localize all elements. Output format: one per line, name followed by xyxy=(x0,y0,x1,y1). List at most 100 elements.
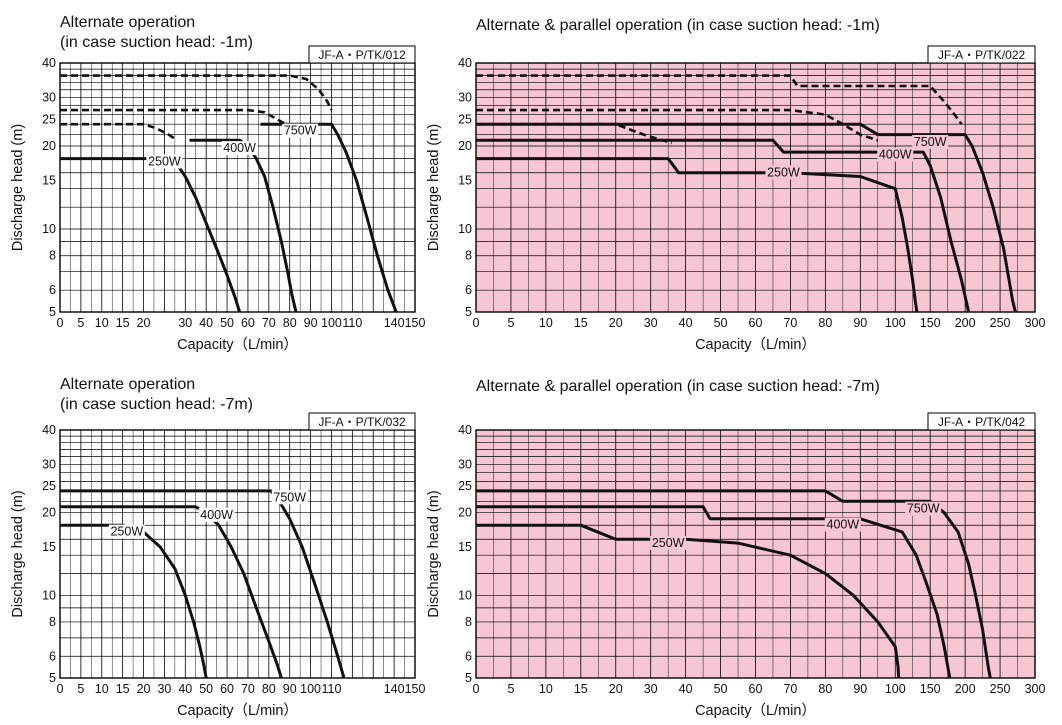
curve-label-background xyxy=(650,535,687,550)
curve-label-750W: 750W xyxy=(914,135,947,149)
curve-label-250W: 250W xyxy=(110,525,143,539)
curve-label-750W: 750W xyxy=(273,490,306,504)
y-tick-label: 6 xyxy=(49,283,56,297)
x-tick-label: 110 xyxy=(342,316,362,330)
x-tick-label: 80 xyxy=(818,316,832,330)
y-tick-label: 5 xyxy=(49,305,56,319)
curve-label-background xyxy=(271,490,308,505)
x-tick-label: 90 xyxy=(304,316,318,330)
x-tick-label: 100 xyxy=(321,316,342,330)
curve-label-background xyxy=(905,501,942,516)
curve-250W xyxy=(476,523,901,679)
curve-750W xyxy=(260,122,398,313)
x-tick-label: 110 xyxy=(322,682,342,696)
x-tick-label: 30 xyxy=(157,682,171,696)
dashed-curve xyxy=(476,74,963,125)
y-tick-label: 20 xyxy=(42,506,56,520)
dashed-curve xyxy=(60,74,333,111)
chart-code: JF-A・P/TK/022 xyxy=(938,48,1026,62)
plot-frame xyxy=(59,62,416,313)
x-tick-label: 250 xyxy=(990,316,1011,330)
x-tick-label: 20 xyxy=(609,316,623,330)
x-tick-label: 150 xyxy=(405,316,426,330)
x-tick-label: 50 xyxy=(220,316,234,330)
curve-label-background xyxy=(108,524,145,539)
x-tick-label: 80 xyxy=(818,682,832,696)
x-tick-label: 30 xyxy=(644,682,658,696)
x-tick-label: 20 xyxy=(137,682,151,696)
chart-title: Alternate & parallel operation (in case … xyxy=(476,17,880,34)
x-tick-label: 40 xyxy=(178,682,192,696)
x-tick-label: 15 xyxy=(574,316,588,330)
plot-frame xyxy=(475,62,1036,313)
curve-label-750W: 750W xyxy=(284,124,317,138)
dashed-curve xyxy=(476,122,672,145)
y-tick-label: 40 xyxy=(42,56,56,70)
curve-label-400W: 400W xyxy=(200,508,233,522)
curve-label-400W: 400W xyxy=(879,148,912,162)
x-tick-label: 70 xyxy=(783,682,797,696)
x-tick-label: 90 xyxy=(853,682,867,696)
x-tick-label: 30 xyxy=(644,316,658,330)
x-tick-label: 30 xyxy=(178,316,192,330)
x-tick-label: 60 xyxy=(749,682,763,696)
y-tick-label: 8 xyxy=(49,615,56,629)
y-tick-label: 30 xyxy=(42,457,56,471)
x-tick-label: 10 xyxy=(539,316,553,330)
y-tick-label: 20 xyxy=(458,506,472,520)
plot-frame xyxy=(59,429,416,679)
chart-code: JF-A・P/TK/042 xyxy=(938,415,1026,429)
x-tick-label: 50 xyxy=(199,682,213,696)
x-axis-label: Capacity（L/min） xyxy=(695,702,816,719)
y-tick-label: 30 xyxy=(458,90,472,104)
x-tick-label: 80 xyxy=(283,316,297,330)
y-tick-label: 5 xyxy=(465,305,472,319)
chart-4: 0 5 10 15 20 30 40 50 60 70 80 90 100 150 200 250 300568… xyxy=(426,378,1045,719)
x-tick-label: 10 xyxy=(539,682,553,696)
x-tick-label: 150 xyxy=(920,682,941,696)
x-tick-label: 60 xyxy=(749,316,763,330)
curve-label-400W: 400W xyxy=(223,141,256,155)
curve-label-background xyxy=(198,507,235,522)
curve-label-background xyxy=(282,123,319,138)
chart-code-box xyxy=(308,45,416,64)
x-tick-label: 70 xyxy=(262,316,276,330)
curve-750W xyxy=(476,122,1017,313)
y-tick-label: 15 xyxy=(458,540,472,554)
y-tick-label: 10 xyxy=(42,222,56,236)
x-tick-label: 200 xyxy=(955,316,976,330)
curve-750W xyxy=(476,489,992,679)
x-axis-label: Capacity（L/min） xyxy=(177,336,298,353)
x-tick-label: 20 xyxy=(609,682,623,696)
chart-1: 0 5 10 15 20 30 40 50 60 70 80 90 100 110 140 150 5 6 8 10 1… xyxy=(10,14,425,353)
x-tick-label: 300 xyxy=(1025,316,1046,330)
curve-400W xyxy=(476,138,971,313)
y-axis-label: Discharge head (m) xyxy=(10,124,26,251)
y-tick-label: 8 xyxy=(465,249,472,263)
x-tick-label: 100 xyxy=(300,682,321,696)
x-axis-label: Capacity（L/min） xyxy=(695,336,816,353)
x-tick-label: 150 xyxy=(920,316,941,330)
y-axis-label: Discharge head (m) xyxy=(10,490,26,617)
curve-label-background xyxy=(146,154,183,169)
x-tick-label: 100 xyxy=(885,316,906,330)
y-tick-label: 40 xyxy=(458,56,472,70)
x-tick-label: 90 xyxy=(283,682,297,696)
chart-code-box xyxy=(308,412,416,431)
chart-code: JF-A・P/TK/032 xyxy=(318,415,406,429)
y-tick-label: 8 xyxy=(465,615,472,629)
x-tick-label: 250 xyxy=(990,682,1011,696)
x-tick-label: 40 xyxy=(679,682,693,696)
y-tick-label: 15 xyxy=(42,540,56,554)
y-tick-label: 30 xyxy=(42,90,56,104)
y-tick-label: 40 xyxy=(42,423,56,437)
x-tick-label: 15 xyxy=(574,682,588,696)
chart-3: 0 5 10 15 20 30 40 50 60 70 80 90 100 110 140 150 5 6 8 10 1… xyxy=(10,376,425,719)
y-tick-label: 25 xyxy=(42,112,56,126)
y-tick-label: 6 xyxy=(49,649,56,663)
chart-title: Alternate operation xyxy=(60,376,195,393)
curve-label-background xyxy=(877,147,914,162)
x-tick-label: 0 xyxy=(57,316,64,330)
x-tick-label: 140 xyxy=(384,316,405,330)
curve-400W xyxy=(476,505,952,679)
